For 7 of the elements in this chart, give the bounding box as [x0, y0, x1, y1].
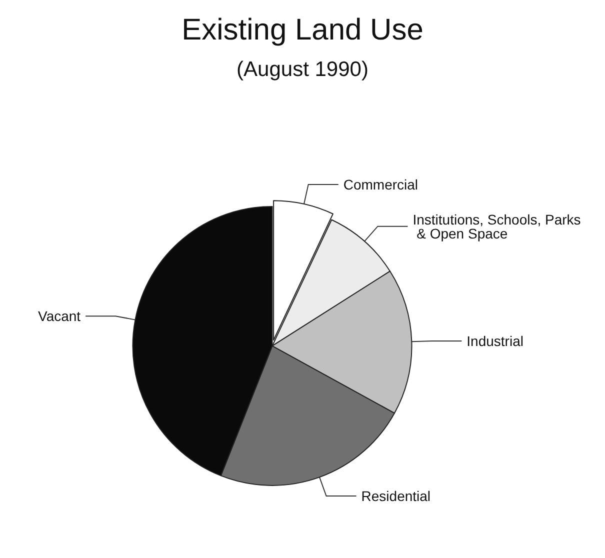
- slice-label: Commercial: [343, 176, 418, 192]
- slice-label: Institutions, Schools, Parks & Open Space: [412, 211, 581, 242]
- chart-subtitle: (August 1990): [236, 58, 368, 81]
- slice-label: Industrial: [466, 332, 524, 349]
- slice-label: Vacant: [38, 308, 81, 324]
- slice-label: Residential: [361, 488, 431, 504]
- chart-title: Existing Land Use: [182, 14, 424, 46]
